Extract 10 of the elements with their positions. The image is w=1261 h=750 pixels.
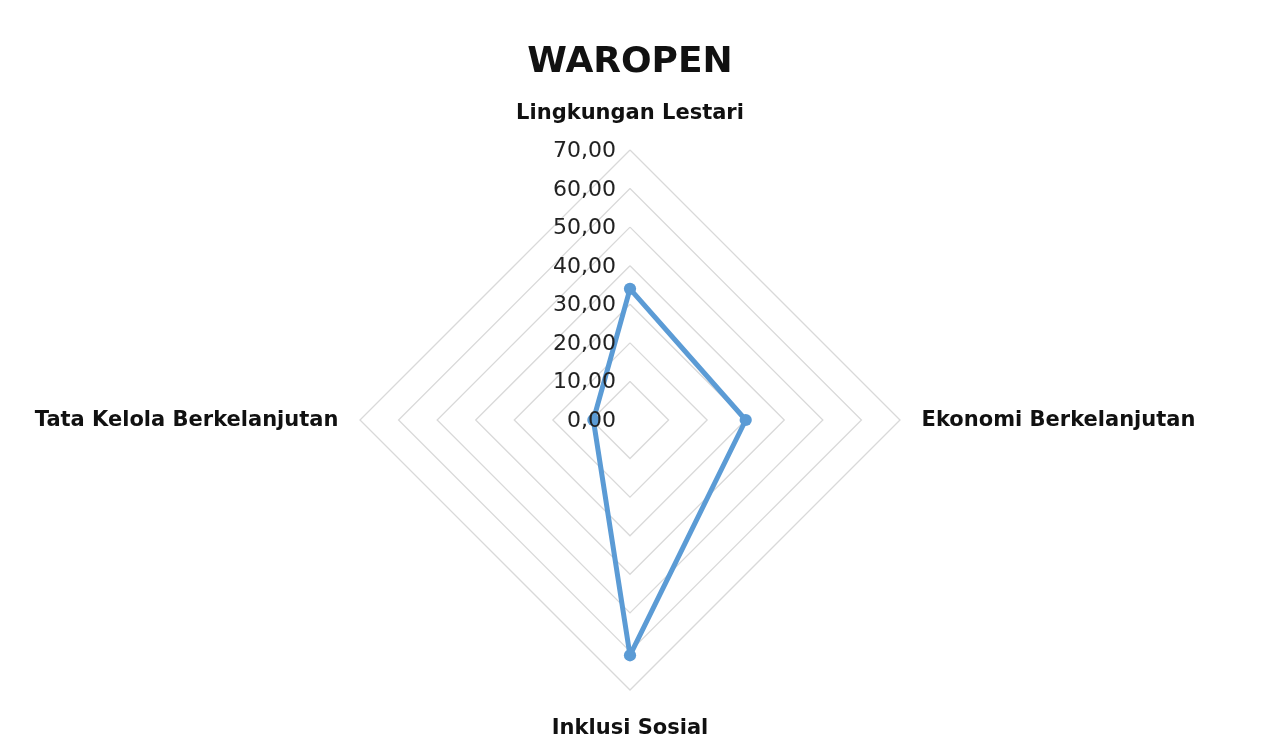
spoke-label: Inklusi Sosial <box>551 715 709 739</box>
y-tick-label: 50,00 <box>553 214 616 240</box>
spoke-label: Ekonomi Berkelanjutan <box>921 407 1196 431</box>
y-tick-label: 60,00 <box>553 175 616 201</box>
chart-title: WAROPEN <box>527 39 733 80</box>
y-tick-label: 30,00 <box>553 291 616 317</box>
spoke-label: Tata Kelola Berkelanjutan <box>34 407 339 431</box>
y-tick-label: 70,00 <box>553 137 616 162</box>
y-tick-label: 40,00 <box>553 252 616 278</box>
spoke-label: Lingkungan Lestari <box>516 100 744 124</box>
